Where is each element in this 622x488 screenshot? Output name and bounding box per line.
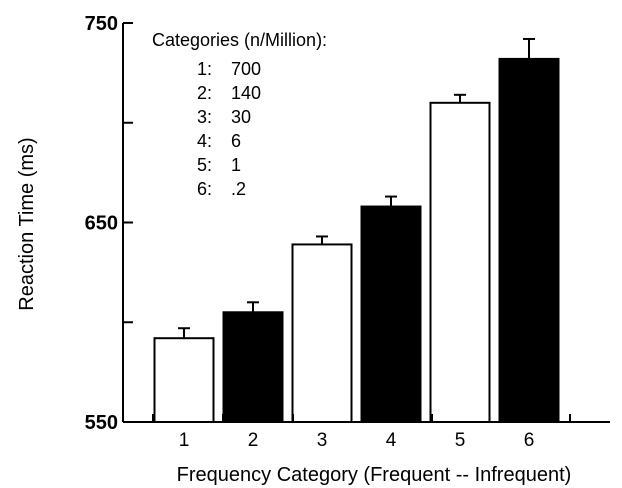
ticks: 550 650 750 1 2 3 4 5 6 [85,13,571,451]
bar [222,311,284,423]
bars [153,57,560,424]
legend-entry-key: 1: [197,59,212,79]
bar [498,57,560,423]
bar [291,243,353,423]
legend-entry-value: 140 [231,83,261,103]
legend-title: Categories (n/Million): [152,30,327,50]
x-axis-title: Frequency Category (Frequent -- Infreque… [177,464,572,486]
legend-entry-key: 3: [197,107,212,127]
legend: Categories (n/Million): 1: 700 2: 140 3: 30 4:… [152,30,327,199]
x-tick-label: 1 [179,430,190,451]
y-tick-label: 650 [85,213,118,235]
x-tick-label: 6 [524,430,535,451]
x-tick-label: 3 [317,430,328,451]
y-tick-label: 750 [85,13,118,35]
legend-entry-value: 1 [231,155,241,175]
legend-entry-key: 2: [197,83,212,103]
y-axis-title: Reaction Time (ms) [16,137,38,310]
bar [429,101,491,424]
y-tick-label: 550 [85,412,118,434]
legend-entries: 1: 700 2: 140 3: 30 4: 6 5: 1 6: .2 [197,59,261,199]
bar [360,205,422,423]
x-tick-label: 4 [386,430,397,451]
x-tick-label: 2 [248,430,259,451]
legend-entry-value: 30 [231,107,251,127]
error-bars [178,37,535,339]
legend-entry-value: 700 [231,59,261,79]
bar [153,337,215,423]
x-tick-label: 5 [455,430,466,451]
legend-entry-key: 4: [197,131,212,151]
legend-entry-key: 5: [197,155,212,175]
legend-entry-key: 6: [197,179,212,199]
legend-entry-value: 6 [231,131,241,151]
legend-entry-value: .2 [231,179,246,199]
